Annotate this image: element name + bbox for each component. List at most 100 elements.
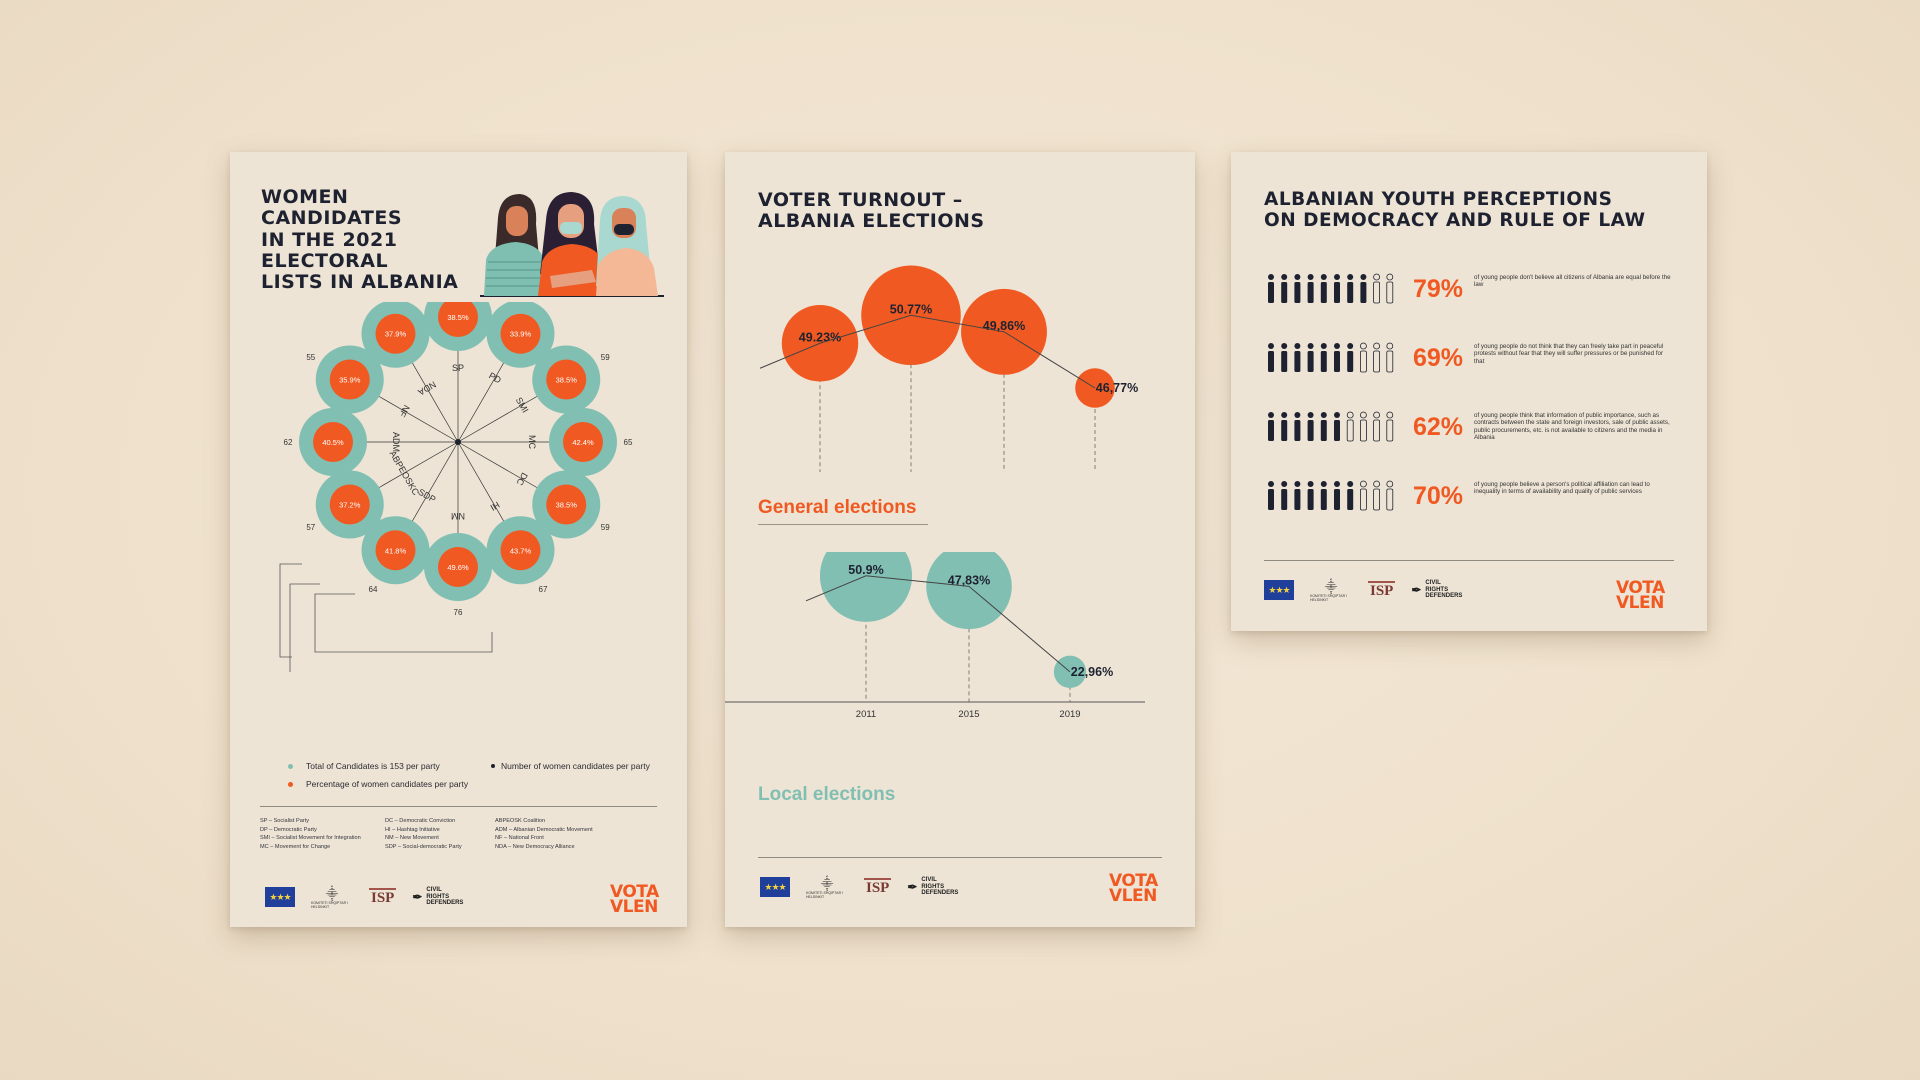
person-filled-icon: [1294, 343, 1301, 372]
stat-description: of young people believe a person's polit…: [1474, 481, 1650, 496]
voter-turnout-poster: VOTER TURNOUT – ALBANIA ELECTIONS 49.23%…: [725, 152, 1195, 927]
person-filled-icon: [1334, 412, 1340, 441]
abbr-column-3: ABPEOSK Coalition ADM – Albanian Democra…: [495, 818, 593, 851]
pen-icon: ✒: [907, 879, 918, 894]
legend-total-dot: [288, 764, 293, 769]
person-empty-icon: [1360, 411, 1367, 442]
year-label: 2011: [856, 709, 876, 720]
person-filled-icon: [1307, 412, 1314, 441]
legend-total: Total of Candidates is 153 per party: [306, 761, 440, 771]
partner-logos: ★★★ ⸎ KOMITETI SHQIPTAR I HELSINKIT ISP ✒…: [1264, 580, 1462, 602]
women-count-label: 59: [601, 523, 610, 532]
turnout-value-label: 50.77%: [890, 302, 932, 316]
women-illustration: [480, 192, 664, 297]
bubble-percentage: [313, 422, 353, 462]
bubble-percentage: [563, 422, 603, 462]
percentage-label: 38.5%: [556, 376, 578, 385]
isp-logo: ISP: [1368, 580, 1396, 599]
person-filled-icon: [1307, 481, 1314, 510]
women-count-label: 59: [601, 353, 610, 362]
person-empty-icon: [1373, 411, 1380, 442]
women-radial-chart: 38.5%59SP33.9%52PD38.5%59SMI42.4%65MC38.…: [279, 302, 633, 672]
party-label: ABPEOSKC: [388, 449, 422, 497]
person-empty-icon: [1360, 342, 1367, 373]
person-filled-icon: [1320, 481, 1327, 510]
party-label: ADM: [391, 432, 401, 452]
party-label: HI: [489, 500, 502, 513]
person-filled-icon: [1281, 343, 1288, 372]
percentage-label: 49.6%: [447, 563, 469, 572]
person-filled-icon: [1281, 481, 1288, 510]
year-label: 2015: [958, 709, 979, 720]
party-label: DC: [514, 471, 529, 488]
percentage-label: 35.9%: [339, 376, 361, 385]
turnout-bubble: [819, 552, 913, 622]
percentage-label: 41.8%: [385, 546, 407, 555]
general-elections-label: General elections: [758, 497, 917, 518]
percentage-label: 33.9%: [510, 330, 532, 339]
turnout-value-label: 22,96%: [1071, 665, 1113, 679]
local-elections-label: Local elections: [758, 784, 896, 805]
trend-line: [759, 314, 1096, 389]
bubble-percentage: [546, 484, 587, 525]
bubble-percentage: [375, 313, 416, 354]
partner-logos: ★★★ ⸎ KOMITETI SHQIPTAR I HELSINKIT ISP ✒…: [265, 887, 464, 909]
person-filled-icon: [1334, 274, 1340, 303]
bubble-percentage: [500, 530, 541, 571]
person-filled-icon: [1268, 412, 1274, 441]
party-label: MC: [527, 435, 537, 449]
bubble-percentage: [329, 359, 370, 400]
civil-rights-defenders-logo: ✒ CIVIL RIGHTS DEFENDERS: [412, 887, 464, 907]
stat-description: of young people think that information o…: [1474, 412, 1670, 442]
people-icon-row: [1268, 480, 1394, 511]
eagle-logo-icon: ⸎ KOMITETI SHQIPTAR I HELSINKIT: [311, 887, 349, 909]
person-filled-icon: [1268, 274, 1274, 303]
pen-icon: ✒: [412, 889, 423, 904]
women-count-label: 65: [624, 438, 633, 447]
stat-percentage: 62%: [1413, 413, 1464, 441]
stat-percentage: 69%: [1413, 344, 1464, 372]
person-empty-icon: [1386, 273, 1394, 304]
person-empty-icon: [1386, 411, 1394, 442]
women-count-label: 55: [306, 353, 315, 362]
bubble-percentage: [546, 359, 587, 400]
person-empty-icon: [1373, 342, 1380, 373]
stat-description: of young people do not think that they c…: [1474, 343, 1664, 365]
person-empty-icon: [1373, 480, 1380, 511]
divider: [758, 857, 1162, 858]
person-filled-icon: [1307, 343, 1314, 372]
percentage-label: 40.5%: [322, 438, 344, 447]
bubble-percentage: [438, 547, 478, 587]
eu-flag-icon: ★★★: [760, 877, 790, 897]
eagle-logo-icon: ⸎ KOMITETI SHQIPTAR I HELSINKIT: [806, 877, 844, 899]
person-filled-icon: [1268, 343, 1274, 372]
legend-number-dot: [491, 764, 495, 768]
person-empty-icon: [1386, 342, 1394, 373]
divider: [1264, 560, 1674, 561]
women-count-label: 67: [539, 585, 548, 594]
person-filled-icon: [1347, 343, 1354, 372]
percentage-label: 37.9%: [385, 330, 407, 339]
pen-icon: ✒: [1411, 582, 1422, 597]
youth-perceptions-poster: ALBANIAN YOUTH PERCEPTIONS ON DEMOCRACY …: [1231, 152, 1707, 631]
person-filled-icon: [1281, 412, 1288, 441]
percentage-label: 38.5%: [447, 313, 469, 322]
general-underline: [758, 524, 928, 525]
bubble-percentage: [329, 484, 370, 525]
women-candidates-poster: WOMEN CANDIDATES IN THE 2021 ELECTORAL L…: [230, 152, 687, 927]
bubble-percentage: [438, 302, 478, 337]
party-label: NM: [451, 511, 465, 521]
eu-flag-icon: ★★★: [265, 887, 295, 907]
legend-number: Number of women candidates per party: [501, 761, 650, 771]
stat-description: of young people don't believe all citize…: [1474, 274, 1671, 289]
people-icon-row: [1268, 411, 1394, 442]
vota-vlen-logo: VOTA VLEN: [610, 882, 659, 917]
bubble-percentage: [500, 313, 541, 354]
turnout-value-label: 49.23%: [799, 330, 841, 344]
radial-center: [455, 439, 461, 445]
person-filled-icon: [1294, 481, 1301, 510]
person-filled-icon: [1294, 274, 1301, 303]
person-filled-icon: [1347, 274, 1354, 303]
turnout-poster-title: VOTER TURNOUT – ALBANIA ELECTIONS: [758, 189, 985, 233]
turnout-value-label: 50.9%: [848, 563, 883, 577]
